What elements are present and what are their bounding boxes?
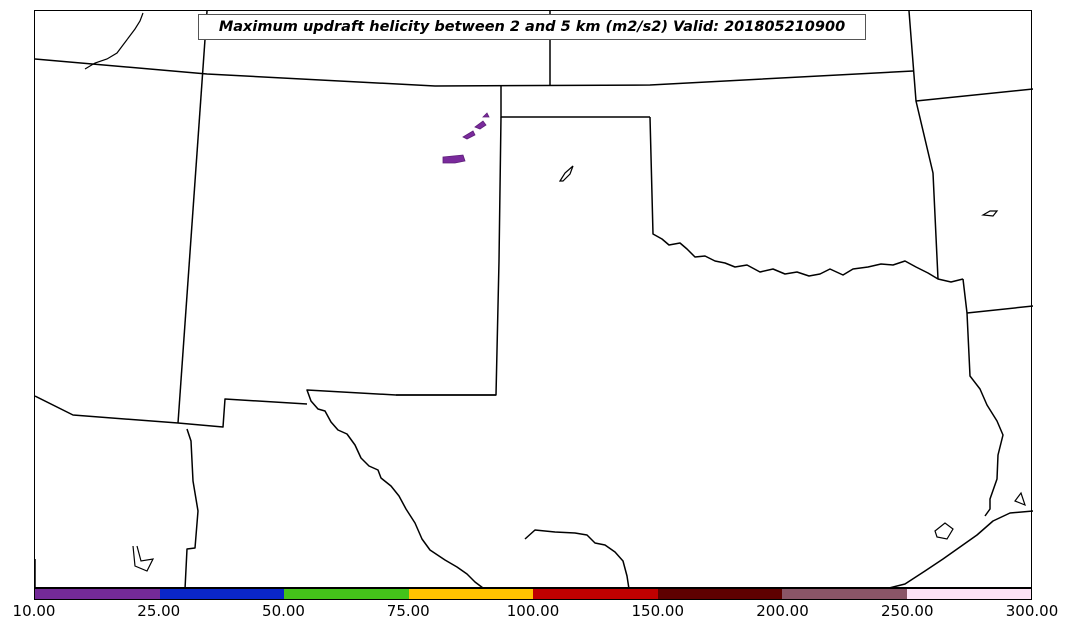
utah-arizona-border (35, 395, 179, 424)
colorbar-tick-label: 200.00 (756, 602, 809, 620)
colorbar-segment (657, 589, 782, 599)
missouri-iowa-border (908, 11, 1033, 102)
helicity-swath-3 (474, 120, 487, 130)
colorbar-segment (782, 589, 907, 599)
colorbar-tick-label: 25.00 (137, 602, 181, 620)
colorbar (34, 588, 1032, 600)
colorbar-segment (533, 589, 658, 599)
colorbar-tick-label: 10.00 (12, 602, 56, 620)
lake-2 (981, 210, 999, 217)
texas-louisiana-border (962, 278, 1004, 517)
kansas-oklahoma-border (500, 85, 650, 118)
north-lake (84, 12, 144, 70)
colorbar-tick-label: 100.00 (506, 602, 560, 620)
colorbar-tick-label: 75.00 (386, 602, 430, 620)
new-mexico-chihuahua-border (177, 398, 308, 428)
colorbar-tick-label: 250.00 (881, 602, 934, 620)
east-lake (1014, 491, 1026, 507)
texas-oklahoma-red-river (649, 116, 964, 283)
reservoir-west (132, 545, 155, 572)
map-title: Maximum updraft helicity between 2 and 5… (198, 14, 866, 40)
lake-1 (558, 165, 574, 182)
wyoming-nebraska-border (35, 58, 914, 87)
new-mexico-texas-border (306, 389, 496, 589)
colorbar-segment (906, 589, 1031, 599)
colorado-west-border (177, 11, 208, 424)
colorbar-segment (159, 589, 284, 599)
coast-east-bays (934, 522, 954, 540)
missouri-oklahoma-border (915, 100, 939, 280)
helicity-swath-1 (442, 154, 466, 164)
arizona-new-mexico-south (184, 428, 199, 589)
rio-grande-lower (524, 529, 630, 589)
colorbar-tick-label: 150.00 (631, 602, 685, 620)
colorbar-tick-label: 300.00 (1005, 602, 1059, 620)
map-panel (34, 10, 1033, 589)
colorbar-segment (408, 589, 533, 599)
helicity-swaths (442, 112, 490, 164)
colorbar-segment (284, 589, 409, 599)
helicity-swath-4 (482, 112, 490, 118)
colorbar-segment (35, 589, 160, 599)
helicity-swath-2 (462, 130, 476, 140)
colorbar-tick-label: 50.00 (262, 602, 305, 620)
arkansas-louisiana-border (966, 305, 1033, 314)
gulf-coast (884, 510, 1033, 589)
map-canvas (35, 11, 1033, 589)
